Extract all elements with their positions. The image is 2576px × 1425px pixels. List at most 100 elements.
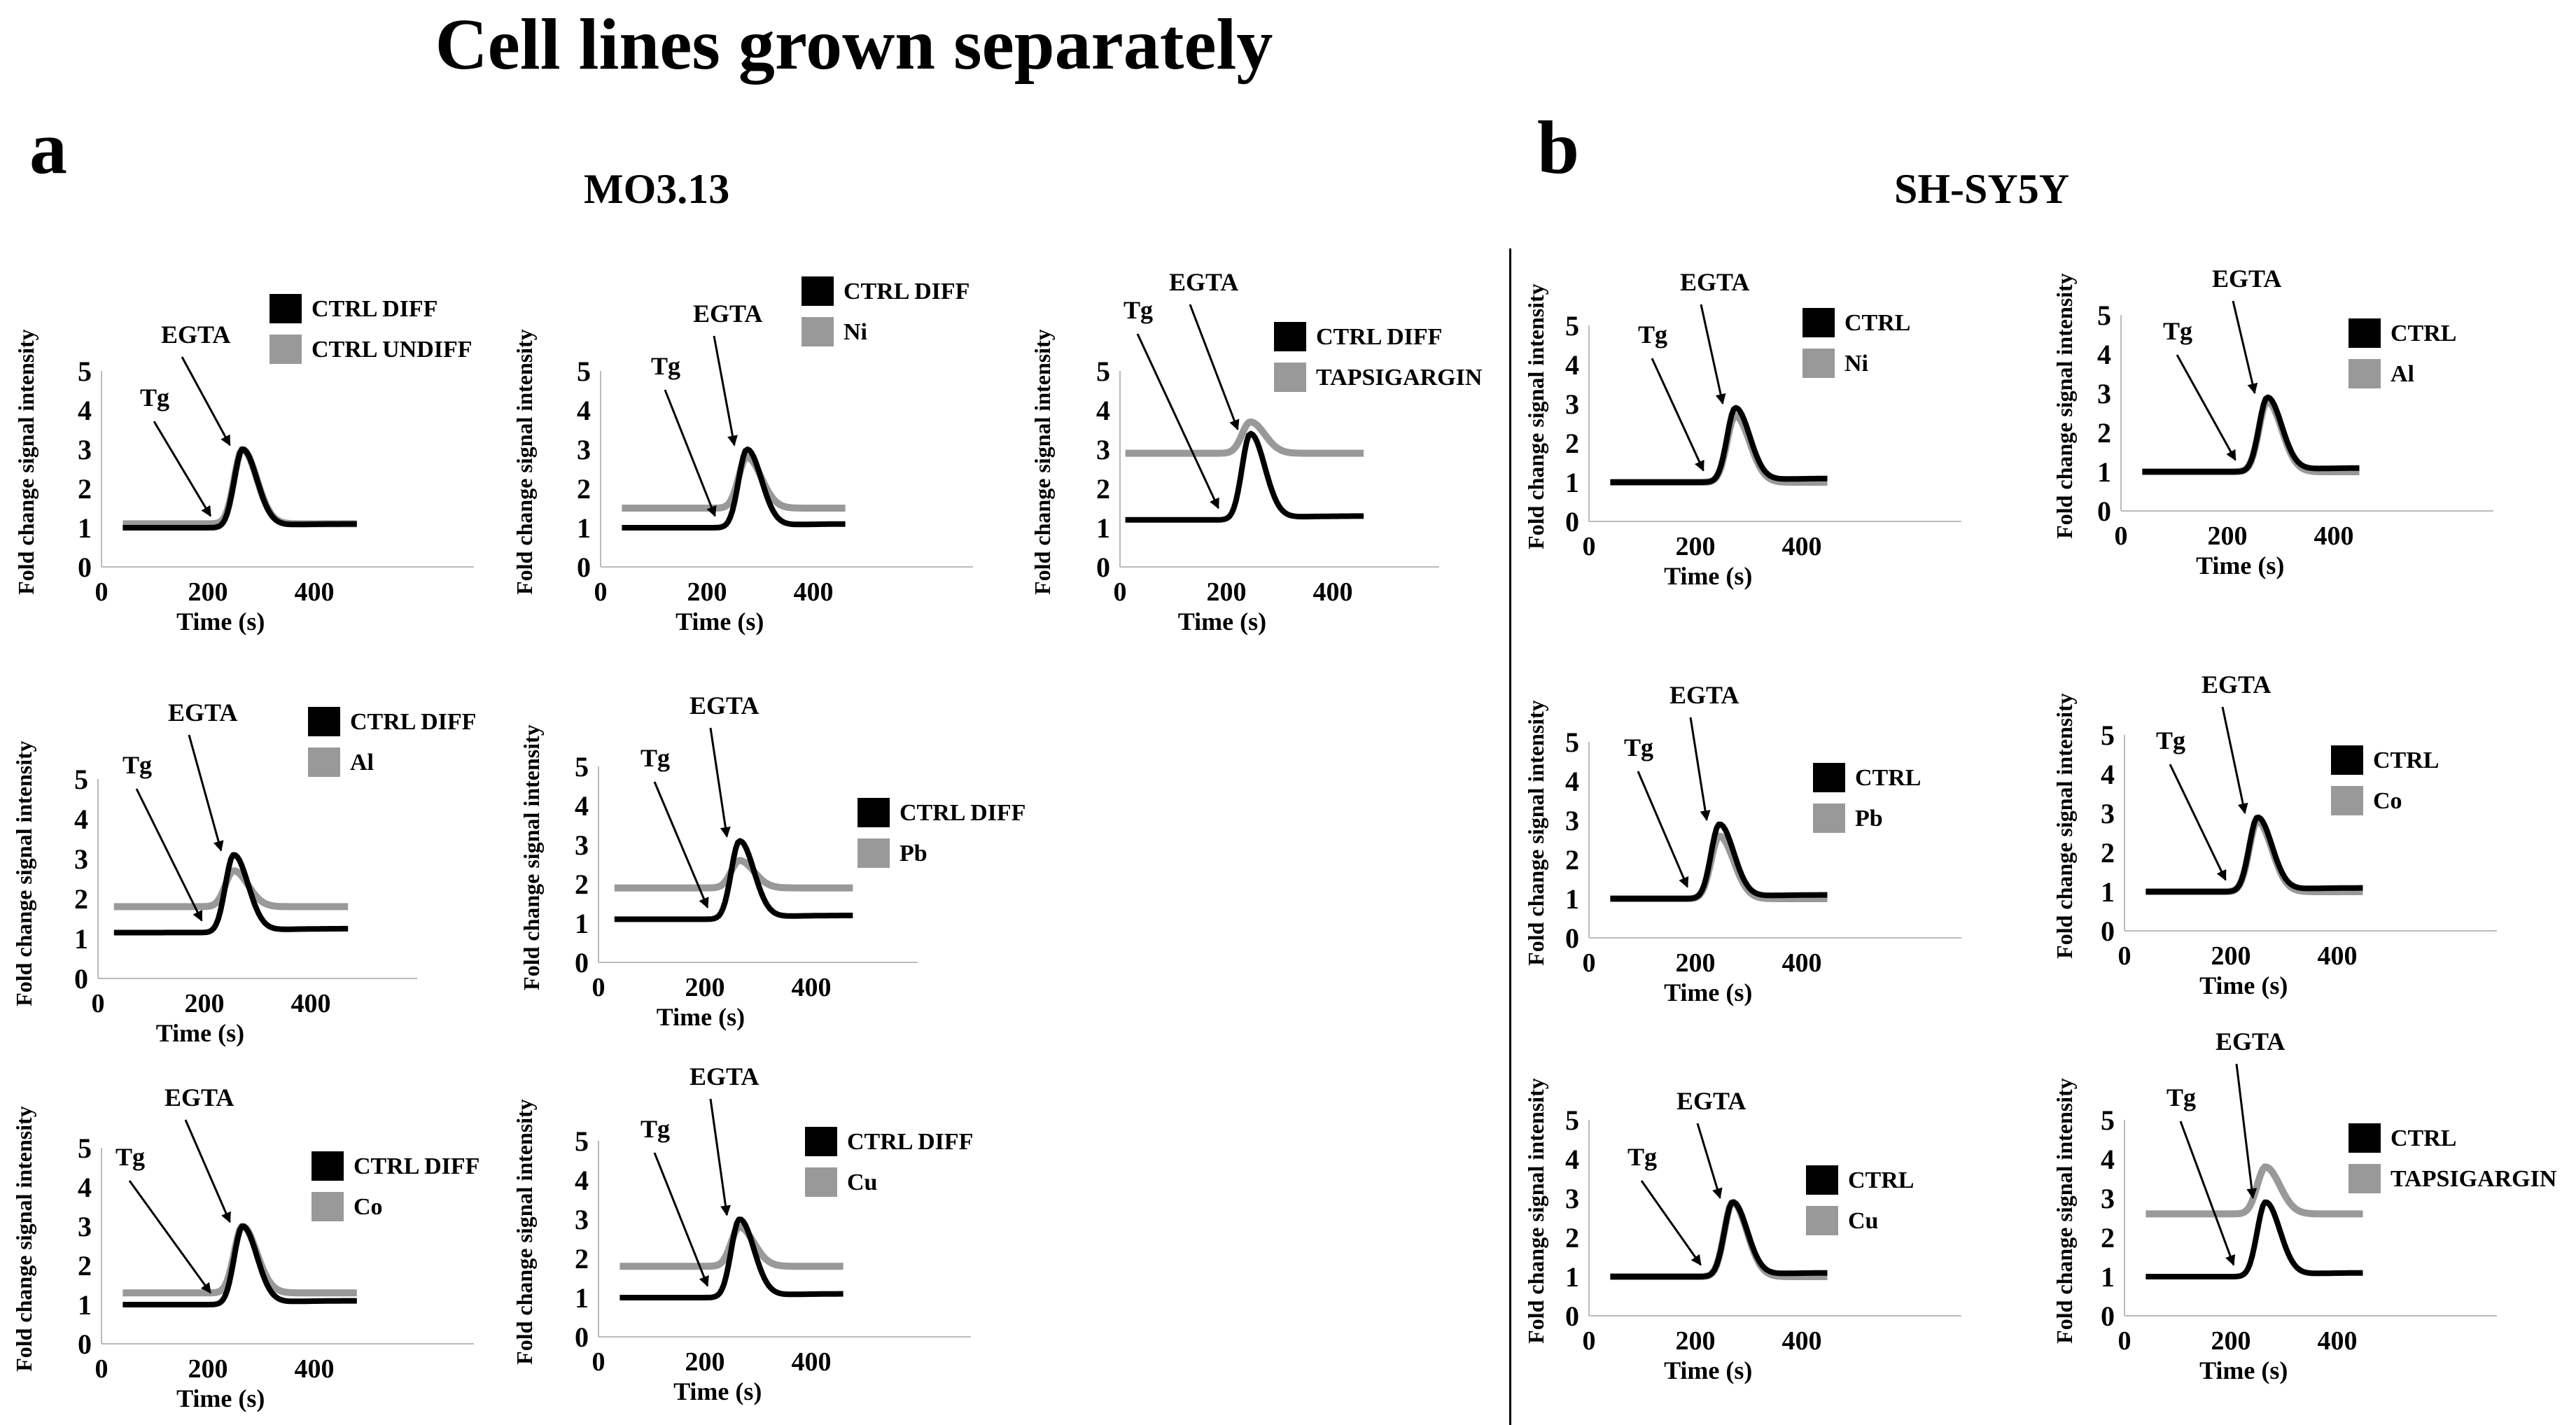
x-tick-label: 200: [687, 577, 727, 607]
x-tick-label: 400: [295, 1354, 335, 1384]
legend-swatch: [1806, 1165, 1838, 1195]
y-axis-label: Fold change signal intensity: [1030, 329, 1055, 595]
series-line-ctrl: [1609, 821, 1828, 901]
tg-label: Tg: [1628, 1143, 1657, 1171]
x-tick-label: 400: [2318, 1326, 2358, 1356]
y-tick-label: 0: [575, 947, 589, 978]
x-tick-label: 400: [1313, 577, 1353, 607]
y-tick-label: 2: [78, 1250, 92, 1282]
tg-label: Tg: [1638, 321, 1667, 349]
series-line-tapsigargin: [1124, 418, 1365, 457]
y-tick-label: 3: [78, 1211, 92, 1242]
y-tick-label: 0: [577, 552, 591, 583]
y-tick-label: 1: [78, 512, 92, 544]
x-axis-label: Time (s): [2196, 552, 2284, 580]
egta-arrow: [181, 356, 231, 447]
x-tick-label: 400: [295, 577, 335, 607]
y-tick-label: 2: [1565, 844, 1579, 876]
series-line-ctrl: [1609, 405, 1828, 485]
legend-swatch: [2348, 1164, 2381, 1193]
tg-arrow: [1651, 358, 1704, 472]
y-axis-label: Fold change signal intensity: [1523, 1078, 1548, 1344]
y-tick-label: 0: [2101, 1300, 2115, 1332]
y-tick-label: 1: [2097, 456, 2111, 488]
tg-arrow: [1136, 333, 1219, 510]
x-tick-label: 0: [1583, 948, 1596, 978]
egta-label: EGTA: [693, 300, 762, 328]
y-tick-label: 5: [1096, 356, 1110, 387]
legend-swatch: [802, 317, 834, 346]
egta-label: EGTA: [1169, 268, 1238, 296]
y-tick-label: 3: [1565, 388, 1579, 420]
x-tick-label: 0: [1583, 532, 1596, 561]
legend-swatch: [308, 747, 340, 777]
legend-label: Cu: [847, 1170, 877, 1195]
y-tick-label: 3: [2101, 798, 2115, 829]
x-tick-label: 400: [794, 577, 834, 607]
egta-label: EGTA: [161, 321, 230, 349]
legend-swatch: [1802, 349, 1835, 378]
tg-arrow: [153, 421, 212, 517]
series-line-tapsigargin: [2144, 1163, 2365, 1218]
legend-swatch: [270, 335, 302, 364]
egta-label: EGTA: [690, 692, 759, 719]
x-tick-label: 400: [1782, 948, 1822, 978]
legend-label: CTRL: [1855, 765, 1921, 791]
y-tick-label: 2: [78, 473, 92, 505]
y-tick-label: 1: [74, 923, 88, 955]
y-tick-label: 5: [2097, 300, 2111, 331]
tg-label: Tg: [2156, 726, 2185, 754]
series-line-ctrl-diff: [122, 1223, 358, 1307]
x-tick-label: 0: [1114, 577, 1127, 607]
series-line-ctrl: [1609, 1199, 1828, 1279]
x-axis-label: Time (s): [1664, 1356, 1752, 1384]
x-tick-label: 0: [2115, 521, 2128, 551]
y-tick-label: 4: [1565, 349, 1579, 381]
y-axis-label: Fold change signal intensity: [1523, 283, 1548, 549]
legend-swatch: [2348, 318, 2381, 348]
panel-divider: [1509, 248, 1511, 1425]
legend-label: TAPSIGARGIN: [2390, 1166, 2557, 1192]
x-axis-label: Time (s): [2199, 1356, 2288, 1384]
legend-swatch: [308, 707, 340, 736]
y-tick-label: 5: [1565, 726, 1579, 758]
legend-label: CTRL DIFF: [1316, 324, 1442, 350]
legend-swatch: [805, 1167, 837, 1197]
y-tick-label: 0: [1565, 506, 1579, 538]
tg-arrow: [2179, 1121, 2236, 1266]
legend-label: Co: [354, 1194, 383, 1220]
y-axis-label: Fold change signal intensity: [519, 724, 544, 990]
legend-label: CTRL DIFF: [899, 800, 1026, 826]
x-axis-label: Time (s): [676, 608, 764, 636]
egta-arrow: [2235, 1063, 2258, 1200]
x-tick-label: 0: [92, 989, 105, 1018]
legend-label: CTRL: [1844, 310, 1910, 336]
x-tick-label: 200: [188, 1354, 228, 1384]
panel-letter-b: b: [1537, 106, 1580, 190]
y-tick-label: 4: [1096, 395, 1110, 426]
egta-label: EGTA: [168, 699, 237, 726]
egta-arrow: [2232, 300, 2258, 395]
y-tick-label: 5: [575, 751, 589, 782]
y-axis-label: Fold change signal intensity: [11, 740, 36, 1006]
tg-arrow: [2169, 764, 2227, 881]
x-tick-label: 400: [792, 1347, 832, 1377]
y-tick-label: 3: [575, 1204, 589, 1235]
tg-label: Tg: [640, 744, 670, 772]
legend-label: CTRL: [1848, 1167, 1914, 1193]
egta-label: EGTA: [1670, 681, 1739, 709]
y-tick-label: 5: [577, 356, 591, 387]
legend-swatch: [2348, 359, 2381, 388]
y-tick-label: 1: [577, 512, 591, 544]
x-axis-label: Time (s): [1664, 978, 1752, 1006]
legend-swatch: [312, 1151, 344, 1181]
egta-arrow: [188, 734, 224, 852]
tg-label: Tg: [651, 352, 680, 380]
egta-arrow: [709, 727, 731, 838]
y-tick-label: 1: [575, 1282, 589, 1314]
tg-label: Tg: [2163, 317, 2192, 345]
legend-swatch: [2331, 745, 2363, 775]
y-tick-label: 1: [1565, 467, 1579, 498]
y-tick-label: 0: [74, 963, 88, 995]
y-tick-label: 3: [2097, 378, 2111, 409]
